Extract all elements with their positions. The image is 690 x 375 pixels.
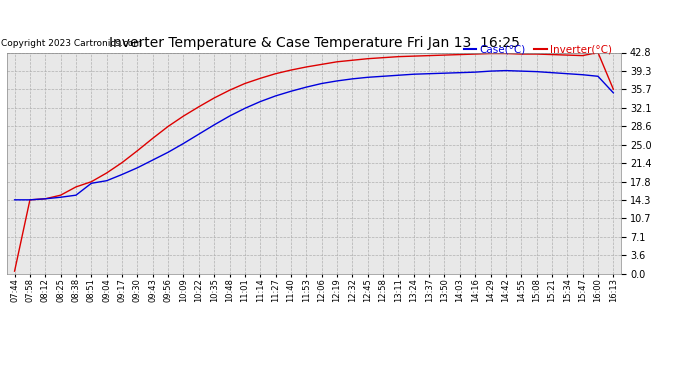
Legend: Case(°C), Inverter(°C): Case(°C), Inverter(°C) [460, 40, 615, 58]
Text: Copyright 2023 Cartronics.com: Copyright 2023 Cartronics.com [1, 39, 142, 48]
Title: Inverter Temperature & Case Temperature Fri Jan 13  16:25: Inverter Temperature & Case Temperature … [108, 36, 520, 50]
